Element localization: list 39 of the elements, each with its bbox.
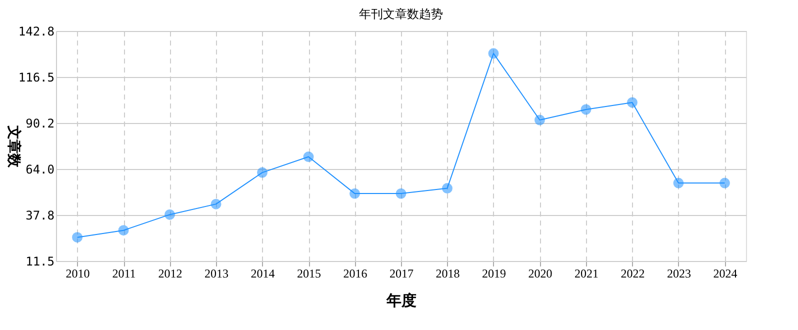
y-tick-label: 90.2 <box>26 116 54 131</box>
point <box>210 198 222 210</box>
y-axis-title: 文章数 <box>5 124 22 168</box>
x-tick-label: 2013 <box>204 266 229 280</box>
x-tick-label: 2023 <box>666 266 691 280</box>
x-tick-label: 2012 <box>158 266 182 280</box>
point <box>118 225 129 236</box>
y-tick-label: 37.8 <box>26 208 54 222</box>
point <box>580 104 592 115</box>
x-tick-label: 2015 <box>297 266 322 280</box>
point <box>72 232 83 243</box>
y-tick-label: 11.5 <box>26 254 54 268</box>
y-tick-label: 142.8 <box>18 24 54 38</box>
x-tick-label: 2010 <box>66 266 90 280</box>
x-tick-label: 2016 <box>343 266 368 280</box>
y-tick-label: 116.5 <box>18 70 54 85</box>
point <box>442 183 452 194</box>
point <box>257 167 268 178</box>
x-tick-label: 2021 <box>574 266 598 280</box>
x-axis-title: 年度 <box>386 292 416 310</box>
x-tick-label: 2014 <box>250 266 275 280</box>
point <box>396 188 406 199</box>
point <box>350 188 360 199</box>
point <box>673 178 684 188</box>
point <box>164 209 176 220</box>
x-tick-label: 2020 <box>528 266 552 280</box>
x-tick-label: 2019 <box>482 266 506 280</box>
point <box>719 178 730 188</box>
x-tick-label: 2024 <box>713 266 738 280</box>
point <box>534 114 545 126</box>
point <box>626 97 638 108</box>
point <box>488 48 499 59</box>
x-tick-label: 2018 <box>436 266 460 280</box>
x-tick-label: 2017 <box>390 266 414 280</box>
chart-title: 年刊文章数趋势 <box>359 7 443 21</box>
y-tick-label: 64.0 <box>26 162 54 177</box>
point <box>303 152 314 162</box>
x-tick-label: 2022 <box>620 266 645 280</box>
x-tick-label: 2011 <box>112 266 136 280</box>
